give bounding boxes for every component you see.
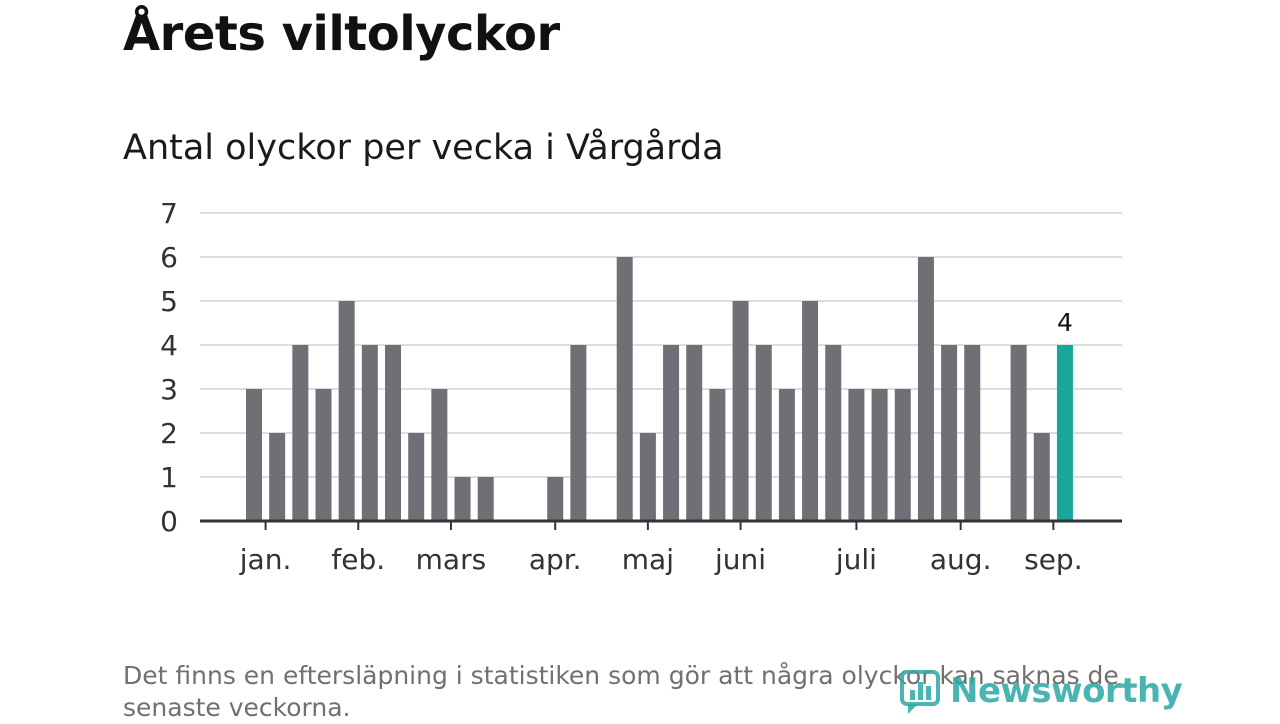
bars — [246, 257, 1073, 521]
bar — [269, 433, 286, 521]
bar — [431, 389, 448, 521]
bar — [732, 301, 749, 521]
bar — [686, 345, 703, 521]
y-tick-label: 6 — [160, 241, 178, 274]
x-month-label: juli — [835, 543, 877, 576]
chart-subtitle: Antal olyckor per vecka i Vårgårda — [123, 128, 724, 168]
bar — [755, 345, 772, 521]
y-tick-label: 5 — [160, 285, 178, 318]
x-month-label: jan. — [239, 543, 292, 576]
x-month-label: sep. — [1024, 543, 1083, 576]
bar — [315, 389, 332, 521]
x-month-label: maj — [622, 543, 674, 576]
y-tick-label: 4 — [160, 329, 178, 362]
newsworthy-chart-icon — [900, 670, 940, 714]
bar — [1033, 433, 1050, 521]
bar — [894, 389, 911, 521]
bar — [778, 389, 795, 521]
bar — [338, 301, 355, 521]
x-month-label: mars — [416, 543, 487, 576]
bar — [570, 345, 587, 521]
bar — [871, 389, 888, 521]
bar — [385, 345, 402, 521]
x-month-label: apr. — [529, 543, 582, 576]
bar — [547, 477, 564, 521]
bar-value-label: 4 — [1057, 308, 1073, 337]
x-month-label: juni — [714, 543, 766, 576]
y-tick-label: 7 — [160, 197, 178, 230]
y-tick-label: 0 — [160, 505, 178, 538]
bar — [825, 345, 842, 521]
y-tick-label: 2 — [160, 417, 178, 450]
chart-title: Årets viltolyckor — [123, 6, 560, 62]
bar — [246, 389, 262, 521]
bar — [454, 477, 471, 521]
x-month-label: feb. — [331, 543, 385, 576]
bar — [802, 301, 819, 521]
axes — [200, 519, 1122, 530]
bar — [408, 433, 425, 521]
bar — [848, 389, 865, 521]
newsworthy-wordmark: Newsworthy — [950, 671, 1183, 711]
y-tick-label: 3 — [160, 373, 178, 406]
bar — [477, 477, 494, 521]
bar — [639, 433, 656, 521]
bar-chart: 0 1 2 3 4 5 6 7 4 jan. feb. mars apr. maj juni juli aug.… — [160, 197, 1122, 576]
bar — [964, 345, 981, 521]
bar — [616, 257, 633, 521]
bar — [917, 257, 934, 521]
bar — [361, 345, 378, 521]
bar — [1010, 345, 1027, 521]
y-tick-label: 1 — [160, 461, 178, 494]
labels: 0 1 2 3 4 5 6 7 4 jan. feb. mars apr. maj juni juli aug.… — [160, 197, 1082, 576]
x-month-label: aug. — [930, 543, 992, 576]
bar-highlight — [1056, 345, 1073, 521]
bar — [663, 345, 680, 521]
bar — [709, 389, 726, 521]
bar — [941, 345, 958, 521]
bar — [292, 345, 309, 521]
footnote: Det finns en eftersläpning i statistiken… — [123, 661, 1119, 722]
gridlines — [200, 212, 1122, 478]
newsworthy-logo: Newsworthy — [900, 666, 1183, 716]
